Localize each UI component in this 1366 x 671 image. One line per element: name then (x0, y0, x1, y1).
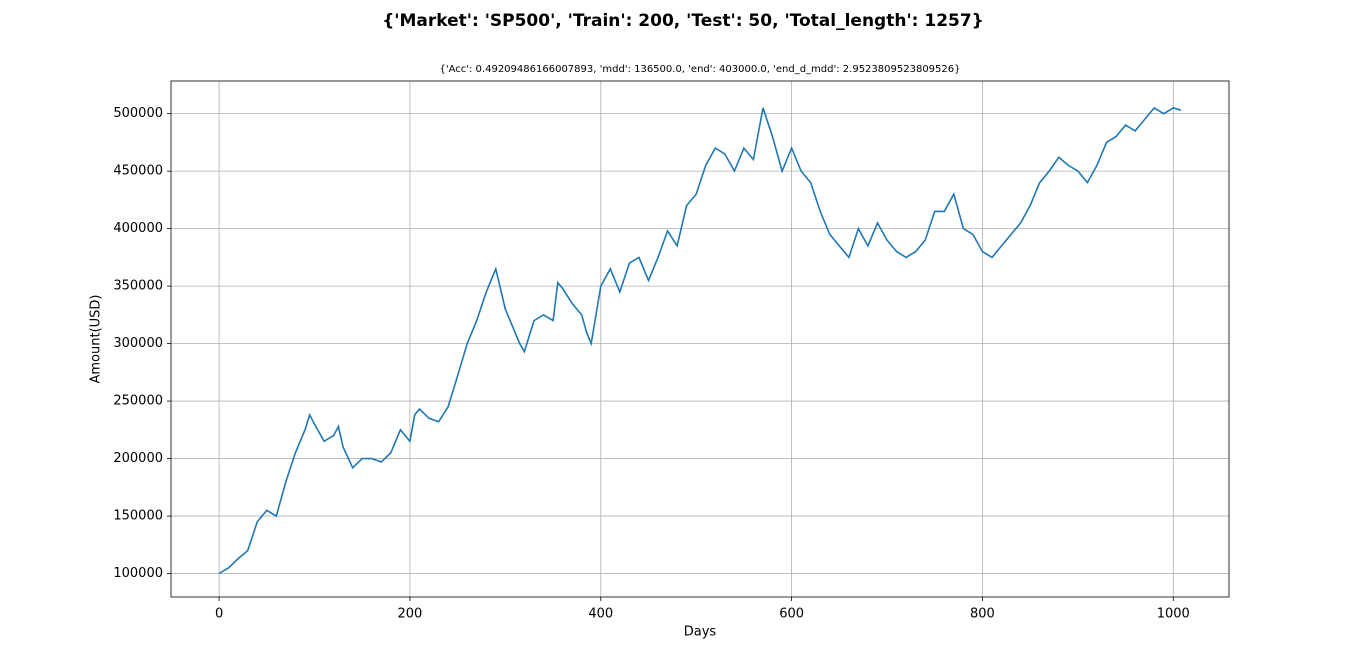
chart-subtitle: {'Acc': 0.49209486166007893, 'mdd': 1365… (439, 64, 960, 75)
x-tick-label: 600 (779, 607, 804, 622)
y-tick-label: 500000 (113, 106, 163, 121)
y-tick-label: 350000 (113, 279, 163, 294)
chart-title: {'Market': 'SP500', 'Train': 200, 'Test'… (382, 11, 984, 31)
x-tick-label: 1000 (1157, 607, 1190, 622)
x-tick-label: 200 (398, 607, 423, 622)
x-tick-label: 400 (588, 607, 613, 622)
data-line (218, 106, 1182, 575)
x-tick-label: 0 (215, 607, 223, 622)
y-tick-label: 250000 (113, 394, 163, 409)
y-tick-label: 100000 (113, 566, 163, 581)
y-axis-label: Amount(USD) (89, 294, 104, 383)
y-tick-label: 150000 (113, 509, 163, 524)
y-tick-label: 300000 (113, 336, 163, 351)
x-axis-label: Days (684, 625, 717, 640)
y-tick-label: 450000 (113, 164, 163, 179)
y-tick-label: 400000 (113, 221, 163, 236)
y-tick-label: 200000 (113, 451, 163, 466)
x-tick-label: 800 (970, 607, 995, 622)
plot-frame (170, 80, 1230, 598)
